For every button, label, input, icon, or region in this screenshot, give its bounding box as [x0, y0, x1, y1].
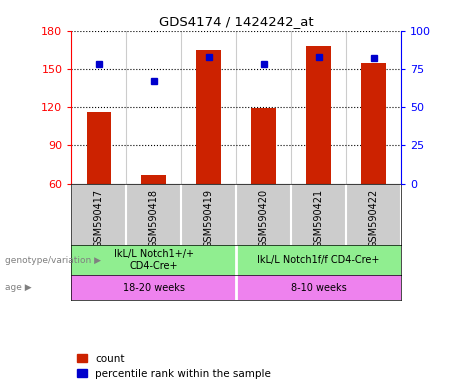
Bar: [142, 175, 166, 184]
Bar: [236, 245, 401, 275]
Text: GSM590421: GSM590421: [313, 189, 324, 248]
Text: GSM590418: GSM590418: [149, 189, 159, 248]
Bar: [306, 46, 331, 184]
Text: GSM590417: GSM590417: [94, 189, 104, 248]
Text: 18-20 weeks: 18-20 weeks: [123, 283, 185, 293]
Text: genotype/variation ▶: genotype/variation ▶: [5, 256, 100, 265]
Bar: [361, 63, 386, 184]
Bar: [251, 109, 276, 184]
Bar: [236, 275, 401, 300]
Text: age ▶: age ▶: [5, 283, 31, 292]
Text: GSM590420: GSM590420: [259, 189, 269, 248]
Bar: [71, 275, 236, 300]
Legend: count, percentile rank within the sample: count, percentile rank within the sample: [77, 354, 271, 379]
Text: IkL/L Notch1+/+
CD4-Cre+: IkL/L Notch1+/+ CD4-Cre+: [114, 249, 194, 271]
Bar: [87, 112, 111, 184]
Text: GSM590422: GSM590422: [369, 189, 378, 248]
Text: IkL/L Notch1f/f CD4-Cre+: IkL/L Notch1f/f CD4-Cre+: [258, 255, 380, 265]
Title: GDS4174 / 1424242_at: GDS4174 / 1424242_at: [159, 15, 313, 28]
Text: GSM590419: GSM590419: [204, 189, 214, 248]
Bar: [71, 245, 236, 275]
Text: 8-10 weeks: 8-10 weeks: [291, 283, 347, 293]
Bar: [196, 50, 221, 184]
